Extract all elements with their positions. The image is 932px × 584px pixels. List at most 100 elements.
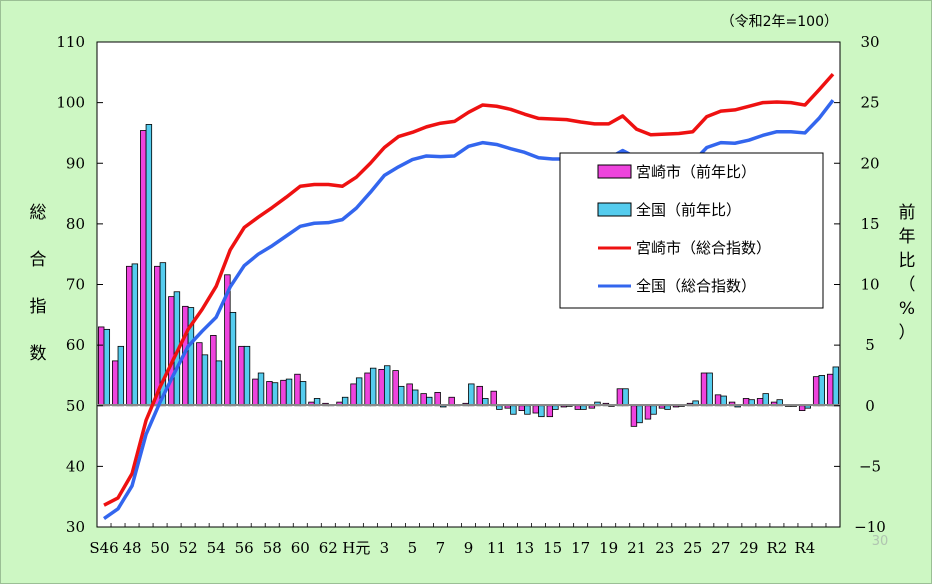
bar-miyazaki-yoy-S51 — [168, 296, 175, 407]
bars-layer — [98, 124, 839, 427]
x-tick-label: 11 — [487, 539, 506, 557]
right-axis-label-char: ） — [899, 323, 916, 343]
x-tick-label: 52 — [179, 539, 198, 557]
bar-national-yoy-H4 — [398, 385, 405, 407]
bar-miyazaki-yoy-H12 — [504, 405, 511, 409]
bar-miyazaki-yoy-H22 — [644, 405, 652, 420]
x-tick-label: 27 — [711, 539, 730, 557]
bar-miyazaki-yoy-R3 — [798, 405, 806, 411]
bar-national-yoy-H20 — [622, 388, 629, 407]
bar-miyazaki-yoy-H13 — [518, 405, 525, 411]
bar-national-yoy-R3 — [804, 405, 811, 409]
x-tick-label: 54 — [207, 539, 226, 557]
bar-miyazaki-yoy-R5 — [826, 373, 834, 407]
legend-swatch-national-yoy — [597, 202, 632, 217]
bar-miyazaki-yoy-H7 — [434, 392, 441, 407]
bar-national-yoy-S60 — [299, 381, 307, 407]
bar-miyazaki-yoy-H15 — [546, 405, 554, 418]
right-tick-label: −10 — [854, 518, 886, 536]
x-tick-label: H元 — [342, 539, 370, 557]
right-tick-label: 20 — [860, 154, 879, 172]
bar-national-yoy-H21 — [636, 405, 643, 424]
bar-national-yoy-S57 — [257, 372, 265, 407]
left-tick-label: 30 — [66, 518, 85, 536]
bar-miyazaki-yoy-H元 — [350, 383, 357, 407]
left-tick-label: 40 — [66, 457, 85, 475]
bar-national-yoy-H元 — [355, 377, 363, 407]
bar-miyazaki-yoy-H26 — [700, 372, 708, 407]
right-axis-label-char: % — [899, 299, 915, 319]
bar-national-yoy-S48 — [131, 263, 139, 407]
x-tick-label: 48 — [123, 539, 142, 557]
bar-national-yoy-H17 — [580, 405, 587, 410]
x-tick-label: 23 — [655, 539, 674, 557]
right-tick-label: 25 — [860, 94, 879, 112]
bar-national-yoy-H11 — [496, 405, 503, 410]
bar-miyazaki-yoy-H3 — [378, 368, 385, 407]
x-tick-label: 9 — [464, 539, 474, 557]
bar-miyazaki-yoy-S54 — [210, 335, 217, 407]
bar-miyazaki-yoy-S48 — [126, 265, 133, 407]
bar-miyazaki-yoy-S53 — [196, 342, 203, 407]
bar-miyazaki-yoy-S46 — [98, 326, 105, 407]
x-tick-label: 5 — [408, 539, 418, 557]
left-tick-label: 50 — [66, 397, 85, 415]
bar-national-yoy-H30 — [762, 393, 769, 407]
bar-national-yoy-S55 — [229, 311, 237, 407]
left-axis-label-char: 総 — [30, 203, 47, 223]
right-axis-label-char: （ — [899, 275, 916, 295]
bar-miyazaki-yoy-H23 — [658, 405, 666, 409]
bar-national-yoy-S58 — [271, 382, 279, 407]
x-tick-label: 21 — [627, 539, 646, 557]
x-tick-label: 29 — [739, 539, 758, 557]
right-tick-label: 0 — [865, 397, 875, 415]
bar-national-yoy-S56 — [243, 345, 251, 407]
bar-miyazaki-yoy-H14 — [532, 405, 539, 414]
bar-national-yoy-S49 — [145, 124, 153, 407]
x-tick-label: 19 — [599, 539, 618, 557]
x-tick-label: 13 — [515, 539, 534, 557]
x-tick-label: 7 — [436, 539, 446, 557]
bar-national-yoy-H22 — [650, 405, 657, 415]
bar-miyazaki-yoy-H2 — [364, 372, 371, 407]
bar-national-yoy-S54 — [215, 360, 223, 407]
left-axis-label-char: 数 — [30, 344, 47, 364]
x-tick-label: R2 — [766, 539, 787, 557]
bar-national-yoy-H23 — [664, 405, 671, 410]
bar-national-yoy-H5 — [412, 389, 419, 407]
bar-national-yoy-H12 — [510, 405, 517, 415]
bar-national-yoy-H13 — [524, 405, 531, 415]
bar-miyazaki-yoy-H20 — [616, 388, 624, 407]
bar-national-yoy-R5 — [832, 366, 839, 407]
legend-box — [559, 152, 824, 309]
x-tick-label: 58 — [263, 539, 282, 557]
right-axis-label-char: 比 — [899, 251, 916, 271]
bar-national-yoy-H2 — [369, 367, 377, 407]
bar-national-yoy-H14 — [538, 405, 545, 418]
bar-national-yoy-H26 — [706, 372, 713, 407]
bar-miyazaki-yoy-H17 — [574, 405, 582, 410]
right-tick-label: 15 — [860, 215, 879, 233]
bar-national-yoy-H15 — [552, 405, 559, 410]
left-tick-label: 80 — [66, 215, 85, 233]
x-tick-label: 60 — [291, 539, 310, 557]
legend-label-national-yoy: 全国（前年比） — [636, 201, 741, 219]
left-tick-label: 90 — [66, 154, 85, 172]
lines-layer — [103, 72, 835, 520]
line-miyazaki-index — [103, 72, 835, 507]
x-tick-label: 17 — [571, 539, 590, 557]
bar-miyazaki-yoy-S60 — [294, 373, 301, 407]
bar-national-yoy-R4 — [818, 375, 825, 407]
bar-national-yoy-H3 — [383, 365, 391, 407]
x-tick-label: 56 — [235, 539, 254, 557]
axes-layer: 30405060708090100110−10−5051015202530S46… — [30, 33, 916, 557]
right-axis-label-char: 年 — [899, 227, 916, 247]
bar-national-yoy-S47 — [117, 345, 125, 407]
left-tick-label: 100 — [56, 94, 85, 112]
x-tick-label: S46 — [89, 539, 118, 557]
x-tick-label: 3 — [380, 539, 390, 557]
bar-national-yoy-S46 — [103, 328, 111, 407]
right-tick-label: −5 — [859, 457, 881, 475]
x-tick-label: 62 — [319, 539, 338, 557]
